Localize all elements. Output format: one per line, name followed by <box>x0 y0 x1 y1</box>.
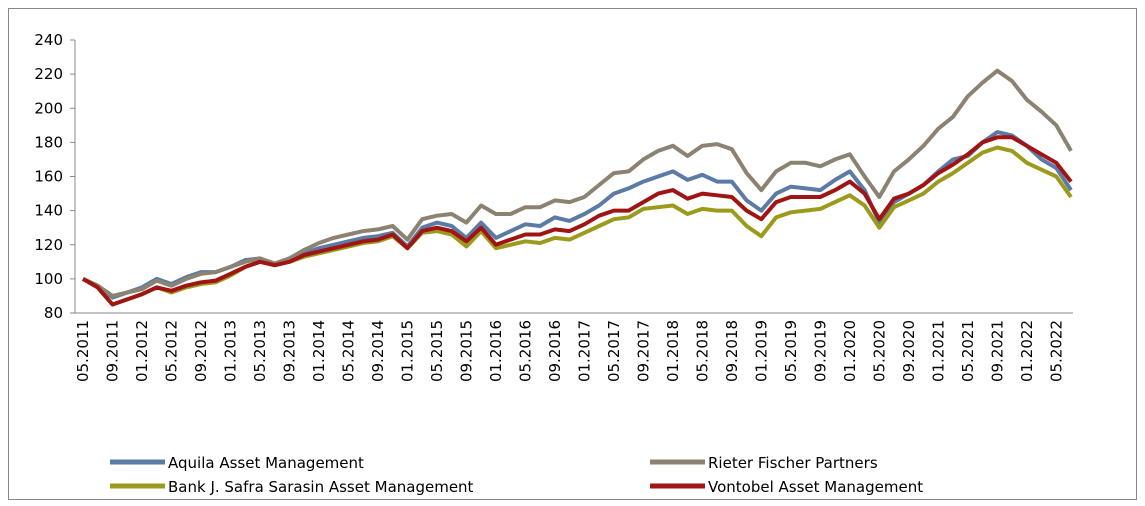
series-line <box>81 135 1073 307</box>
x-tick-label: 09.2017 <box>634 320 652 382</box>
x-tick-label: 05.2015 <box>428 320 446 382</box>
x-tick-label: 09.2011 <box>103 320 121 382</box>
x-tick-label: 09.2018 <box>723 320 741 382</box>
x-tick-label: 05.2021 <box>959 320 977 382</box>
x-tick-label: 09.2015 <box>457 320 475 382</box>
x-tick-label: 09.2016 <box>546 320 564 382</box>
x-tick-label: 05.2020 <box>870 320 888 382</box>
x-tick-label: 01.2021 <box>929 320 947 382</box>
y-tick-label: 180 <box>34 133 63 151</box>
y-tick-label: 160 <box>34 168 63 186</box>
legend-label: Aquila Asset Management <box>168 454 364 472</box>
x-tick-label: 01.2016 <box>487 320 505 382</box>
x-tick-label: 05.2011 <box>74 320 92 382</box>
x-tick-label: 09.2021 <box>988 320 1006 382</box>
x-tick-label: 01.2020 <box>841 320 859 382</box>
x-tick-label: 05.2022 <box>1047 320 1065 382</box>
x-tick-label: 05.2013 <box>251 320 269 382</box>
y-tick-label: 120 <box>34 236 63 254</box>
x-tick-label: 09.2014 <box>369 320 387 382</box>
x-tick-label: 09.2020 <box>900 320 918 382</box>
y-tick-label: 80 <box>44 304 63 322</box>
x-tick-label: 01.2013 <box>221 320 239 382</box>
x-tick-label: 01.2012 <box>133 320 151 382</box>
y-tick-label: 100 <box>34 270 63 288</box>
x-tick-label: 01.2014 <box>310 320 328 382</box>
y-tick-label: 240 <box>34 31 63 49</box>
x-tick-label: 05.2019 <box>782 320 800 382</box>
x-tick-label: 05.2012 <box>162 320 180 382</box>
x-tick-label: 05.2016 <box>516 320 534 382</box>
y-tick-label: 220 <box>34 65 63 83</box>
legend-label: Vontobel Asset Management <box>708 478 923 496</box>
chart-frame <box>8 8 1137 500</box>
x-tick-label: 01.2015 <box>398 320 416 382</box>
y-tick-label: 140 <box>34 202 63 220</box>
x-tick-label: 01.2019 <box>752 320 770 382</box>
x-tick-label: 05.2014 <box>339 320 357 382</box>
x-tick-label: 05.2018 <box>693 320 711 382</box>
x-tick-label: 01.2017 <box>575 320 593 382</box>
x-tick-label: 09.2019 <box>811 320 829 382</box>
x-tick-label: 09.2013 <box>280 320 298 382</box>
x-tick-label: 01.2022 <box>1018 320 1036 382</box>
legend-label: Bank J. Safra Sarasin Asset Management <box>168 478 474 496</box>
series-line <box>82 68 1073 298</box>
x-tick-label: 09.2012 <box>192 320 210 382</box>
y-tick-label: 200 <box>34 99 63 117</box>
x-tick-label: 05.2017 <box>605 320 623 382</box>
legend-label: Rieter Fischer Partners <box>708 454 878 472</box>
x-tick-label: 01.2018 <box>664 320 682 382</box>
